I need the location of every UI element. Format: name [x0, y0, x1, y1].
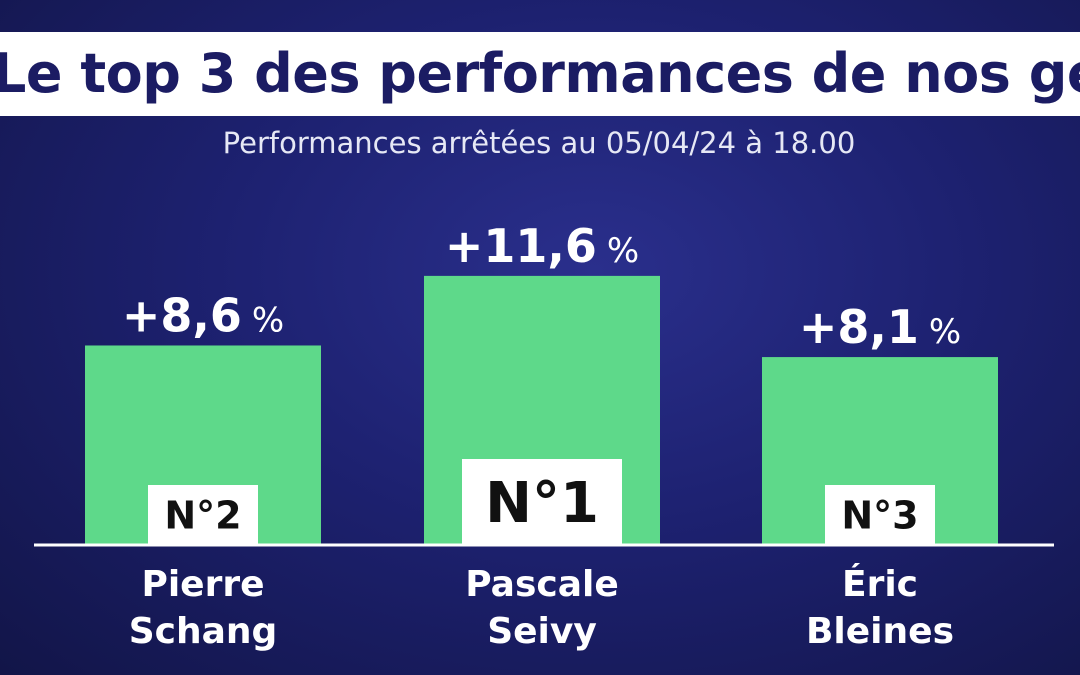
rank-label-1: N°2 [164, 494, 241, 538]
category-label-2-line-1: Pascale [465, 564, 619, 605]
chart-title: Le top 3 des performances de nos gérants [0, 42, 1080, 105]
title-band: Le top 3 des performances de nos gérants [0, 32, 1080, 116]
rank-label-3: N°3 [841, 494, 918, 538]
category-label-3-line-1: Éric [842, 563, 918, 605]
category-label-1-line-2: Schang [129, 611, 278, 652]
value-label-1: +8,6% [122, 288, 284, 342]
chart-subtitle: Performances arrêtées au 05/04/24 à 18.0… [222, 126, 856, 160]
rank-box-3 [825, 485, 935, 545]
category-label-3-line-2: Bleines [806, 611, 954, 652]
category-label-2-line-2: Seivy [487, 611, 597, 652]
value-number: +8,6 [122, 288, 242, 342]
value-label-3: +8,1% [799, 300, 961, 354]
rank-box-2 [462, 459, 622, 545]
rank-box-1 [148, 485, 258, 545]
rank-label-2: N°1 [485, 471, 599, 536]
value-number: +11,6 [445, 219, 597, 273]
value-unit: % [252, 300, 284, 340]
value-unit: % [607, 231, 639, 271]
value-label-2: +11,6% [445, 219, 639, 273]
value-number: +8,1 [799, 300, 919, 354]
value-unit: % [929, 312, 961, 352]
category-label-1-line-1: Pierre [141, 564, 264, 605]
